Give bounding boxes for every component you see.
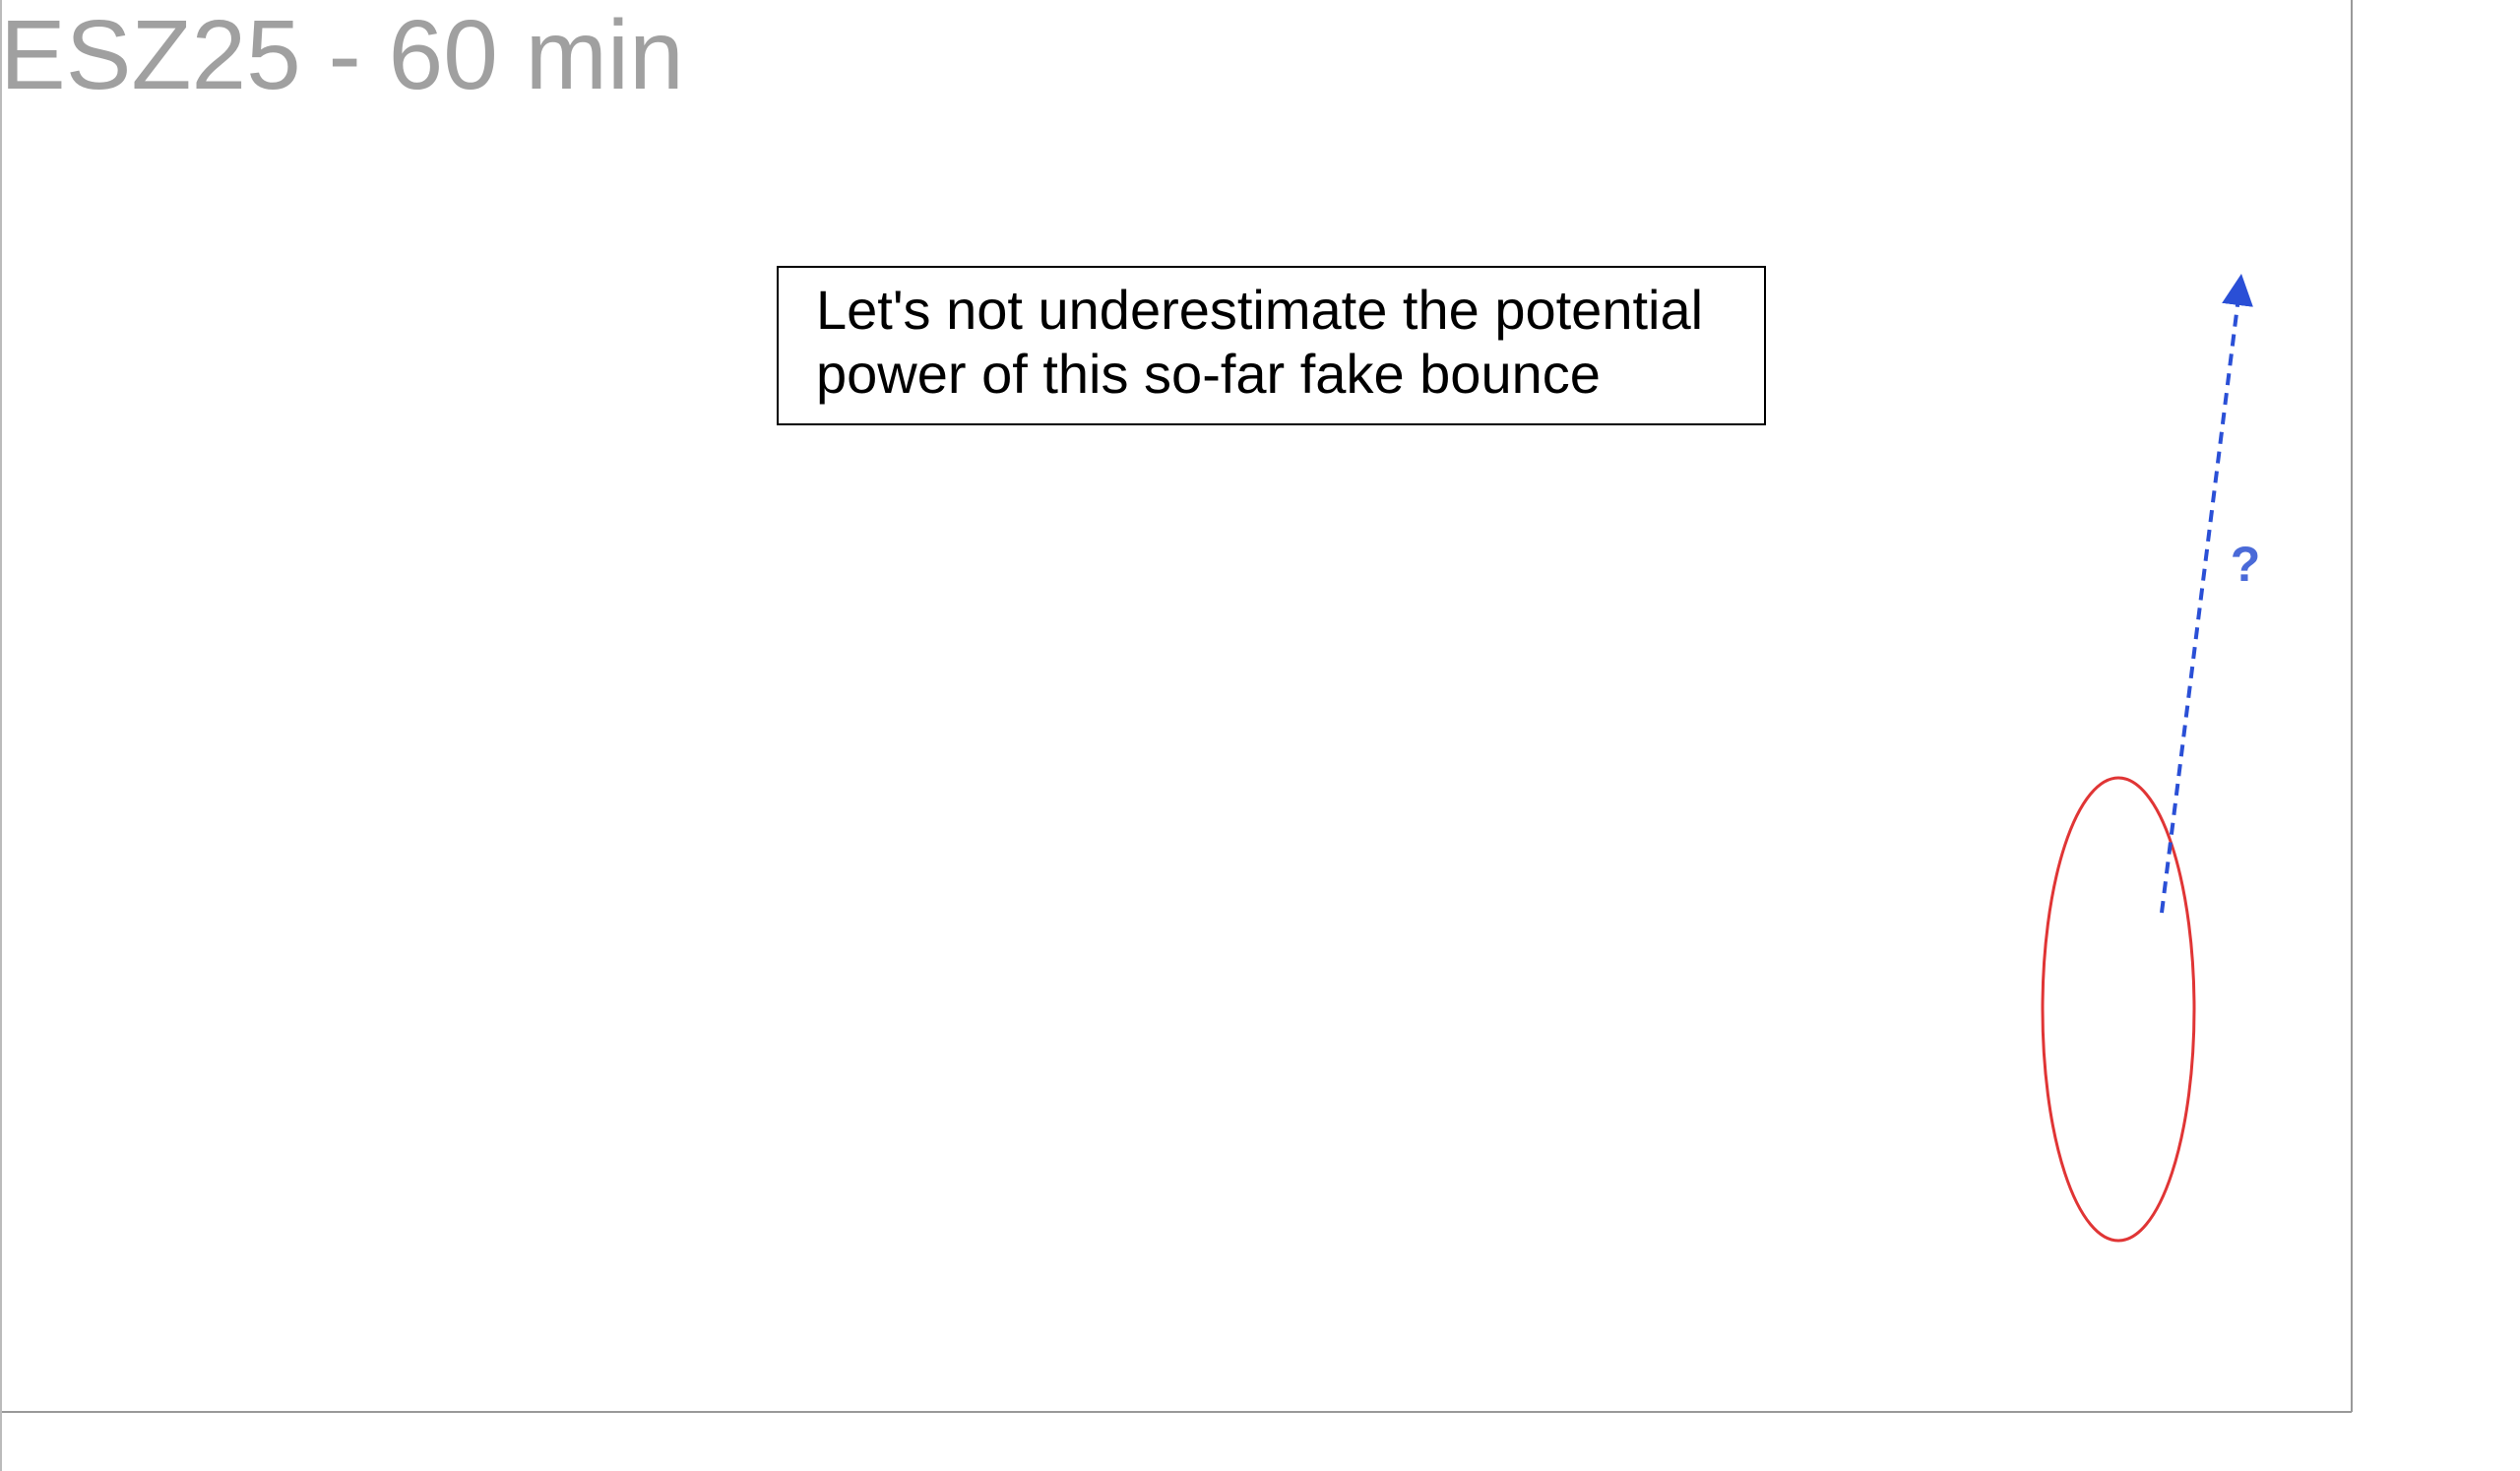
annotation-box [777, 266, 1766, 425]
question-mark: ? [2231, 537, 2261, 592]
annotation-text: Let's not underestimate the potential [816, 279, 1703, 341]
projection-arrow [2160, 274, 2253, 914]
highlight-ellipse [2041, 776, 2196, 1243]
chart-title: ESZ25 - 60 min [0, 0, 684, 110]
annotation-text: power of this so-far fake bounce [816, 343, 1601, 405]
